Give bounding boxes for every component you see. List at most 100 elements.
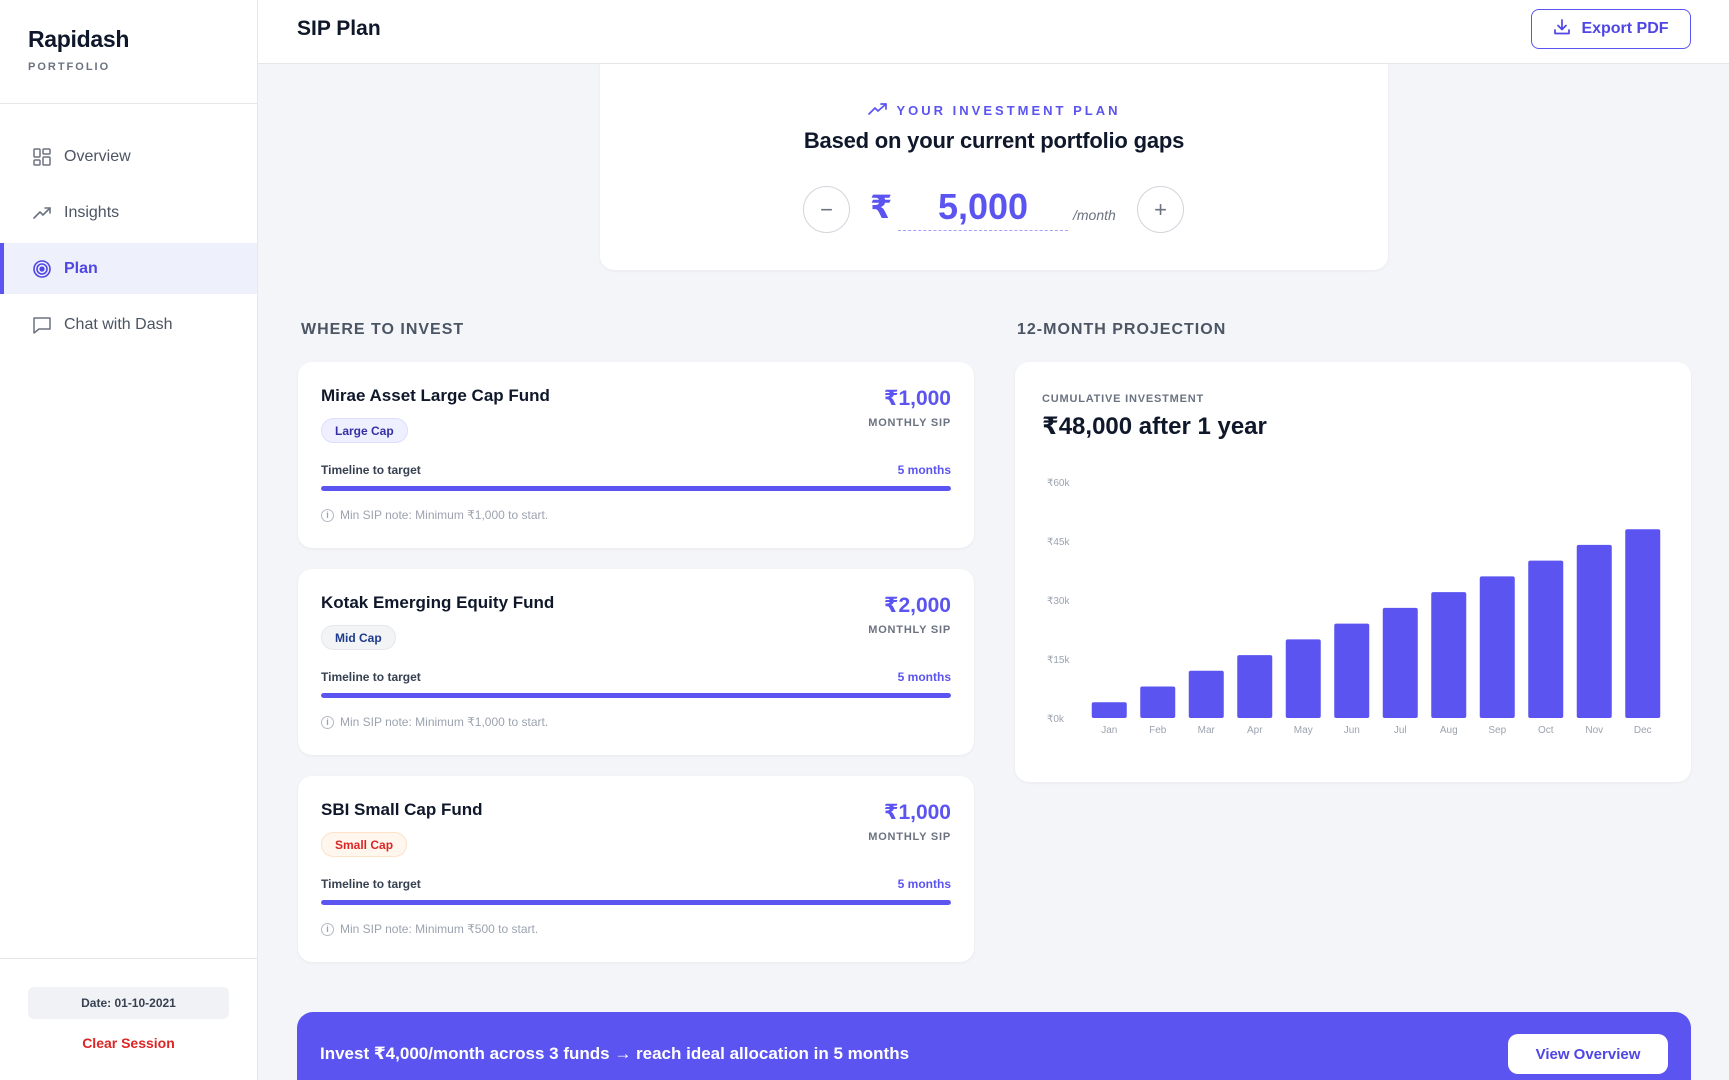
plan-heading: Based on your current portfolio gaps (803, 128, 1185, 153)
timeline-progress-fill (321, 900, 951, 905)
category-badge: Small Cap (321, 832, 408, 857)
fund-amount-label: MONTHLY SIP (868, 624, 951, 636)
sidebar: Rapidash PORTFOLIO Overview Insights Pla… (0, 0, 258, 1080)
info-icon: i (321, 715, 334, 729)
fund-amount: ₹1,000 (883, 387, 951, 410)
fund-card[interactable]: Kotak Emerging Equity Fund Mid Cap ₹2,00… (298, 569, 974, 755)
investment-plan-card: YOUR INVESTMENT PLAN Based on your curre… (600, 64, 1388, 270)
timeline-progress-bar (321, 900, 951, 905)
fund-card[interactable]: Mirae Asset Large Cap Fund Large Cap ₹1,… (298, 362, 974, 548)
sidebar-item-plan[interactable]: Plan (0, 243, 257, 294)
x-tick-label: May (1294, 725, 1313, 736)
y-tick-label: ₹45k (1047, 537, 1070, 548)
bar-mar[interactable] (1188, 670, 1224, 718)
plan-eyebrow: YOUR INVESTMENT PLAN (600, 102, 1388, 119)
fund-name: Kotak Emerging Equity Fund (321, 593, 555, 612)
per-month-label: /month (1073, 207, 1116, 223)
bar-feb[interactable] (1140, 686, 1176, 718)
timeline-label: Timeline to target (321, 877, 421, 891)
sidebar-item-label: Insights (64, 203, 120, 221)
decrease-amount-button[interactable]: − (803, 186, 850, 233)
x-tick-label: Sep (1488, 725, 1506, 736)
bar-apr[interactable] (1237, 655, 1273, 718)
x-tick-label: Nov (1585, 725, 1603, 736)
timeline-progress-bar (321, 486, 951, 491)
sidebar-item-chat[interactable]: Chat with Dash (0, 299, 257, 350)
clear-session-button[interactable]: Clear Session (82, 1035, 175, 1051)
timeline-progress-bar (321, 693, 951, 698)
bar-nov[interactable] (1576, 544, 1612, 718)
page-title: SIP Plan (297, 17, 381, 40)
brand-name: Rapidash (28, 26, 130, 52)
chart-eyebrow: CUMULATIVE INVESTMENT (1042, 393, 1205, 405)
bar-jul[interactable] (1382, 607, 1418, 718)
x-tick-label: Jul (1394, 725, 1407, 736)
increase-amount-button[interactable]: + (1137, 186, 1184, 233)
x-tick-label: Dec (1634, 725, 1652, 736)
timeline-label: Timeline to target (321, 670, 421, 684)
fund-amount: ₹2,000 (883, 594, 951, 617)
bar-jun[interactable] (1334, 623, 1370, 718)
fund-note-text: Min SIP note: Minimum ₹500 to start. (340, 922, 539, 936)
trend-icon (32, 203, 52, 223)
sidebar-item-label: Plan (64, 259, 98, 277)
sidebar-item-label: Overview (64, 147, 131, 165)
bar-may[interactable] (1285, 639, 1321, 718)
timeline-progress-fill (321, 693, 951, 698)
projection-title: 12-MONTH PROJECTION (1017, 321, 1227, 338)
fund-note: i Min SIP note: Minimum ₹500 to start. (321, 922, 538, 936)
info-icon: i (321, 508, 334, 522)
banner-text: Invest ₹4,000/month across 3 funds → rea… (320, 1044, 910, 1063)
bar-oct[interactable] (1528, 560, 1564, 718)
y-tick-label: ₹15k (1047, 655, 1070, 666)
timeline-value: 5 months (897, 877, 951, 891)
fund-name: Mirae Asset Large Cap Fund (321, 386, 550, 405)
view-overview-button[interactable]: View Overview (1508, 1034, 1668, 1074)
sidebar-item-overview[interactable]: Overview (0, 131, 257, 182)
y-tick-label: ₹30k (1047, 596, 1070, 607)
y-tick-label: ₹60k (1047, 478, 1070, 489)
sidebar-item-insights[interactable]: Insights (0, 187, 257, 238)
bar-sep[interactable] (1479, 576, 1515, 718)
bar-jan[interactable] (1091, 702, 1127, 718)
summary-banner: Invest ₹4,000/month across 3 funds → rea… (297, 1012, 1691, 1080)
fund-amount: ₹1,000 (883, 801, 951, 824)
timeline-progress-fill (321, 486, 951, 491)
download-icon (1553, 18, 1571, 41)
fund-card[interactable]: SBI Small Cap Fund Small Cap ₹1,000 MONT… (298, 776, 974, 962)
sidebar-item-label: Chat with Dash (64, 315, 173, 333)
export-pdf-label: Export PDF (1581, 20, 1669, 37)
cumulative-value: ₹48,000 after 1 year (1042, 413, 1267, 440)
rupee-symbol: ₹ (870, 189, 893, 225)
brand: Rapidash PORTFOLIO (0, 0, 257, 104)
fund-note: i Min SIP note: Minimum ₹1,000 to start. (321, 715, 548, 729)
timeline-label: Timeline to target (321, 463, 421, 477)
category-badge: Large Cap (321, 418, 408, 443)
date-label: Date: 01-10-2021 (28, 987, 229, 1019)
x-tick-label: Oct (1538, 725, 1554, 736)
fund-note: i Min SIP note: Minimum ₹1,000 to start. (321, 508, 548, 522)
sidebar-footer: Date: 01-10-2021 Clear Session (0, 958, 257, 1080)
header: SIP Plan Export PDF (258, 0, 1729, 64)
projection-bar-chart: ₹0k ₹15k ₹30k ₹45k ₹60k Jan Feb Mar Apr May Jun Jul… (1047, 478, 1661, 736)
timeline-value: 5 months (897, 670, 951, 684)
bar-aug[interactable] (1431, 592, 1467, 718)
target-icon (32, 259, 52, 279)
fund-amount-label: MONTHLY SIP (868, 831, 951, 843)
trend-icon (867, 102, 888, 119)
timeline-value: 5 months (897, 463, 951, 477)
chat-icon (32, 315, 52, 335)
fund-amount-label: MONTHLY SIP (868, 417, 951, 429)
x-tick-label: Jan (1101, 725, 1117, 736)
x-tick-label: Apr (1247, 725, 1263, 736)
brand-subtitle: PORTFOLIO (28, 61, 111, 73)
export-pdf-button[interactable]: Export PDF (1531, 9, 1691, 49)
x-tick-label: Aug (1440, 725, 1458, 736)
fund-name: SBI Small Cap Fund (321, 800, 483, 819)
plan-eyebrow-text: YOUR INVESTMENT PLAN (896, 103, 1121, 118)
bar-dec[interactable] (1625, 529, 1661, 718)
grid-icon (32, 147, 52, 167)
projection-chart-card: CUMULATIVE INVESTMENT ₹48,000 after 1 ye… (1015, 362, 1691, 782)
y-tick-label: ₹0k (1047, 714, 1065, 725)
sip-amount-input[interactable] (898, 183, 1068, 231)
